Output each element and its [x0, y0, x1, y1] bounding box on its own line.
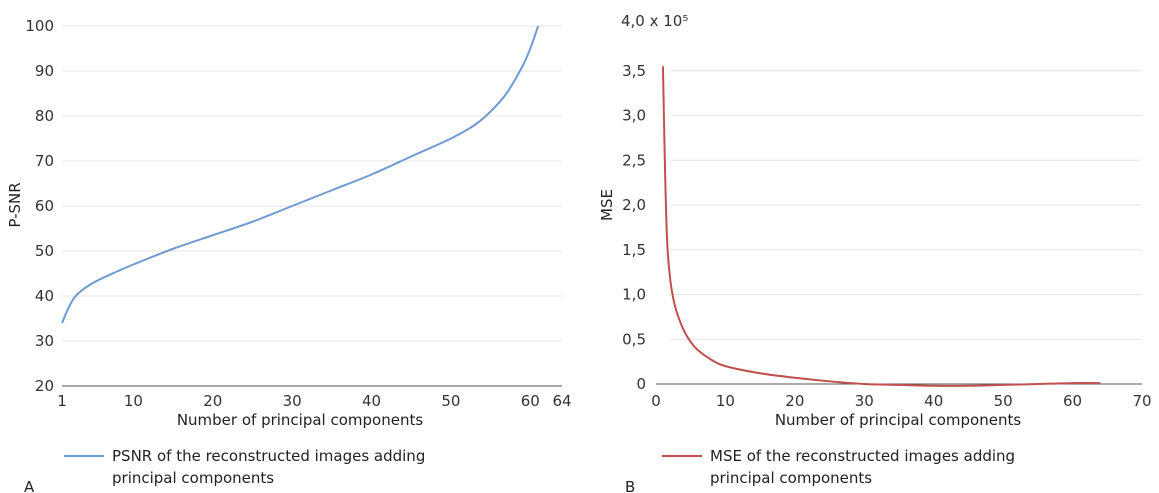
y-tick-label: 30	[35, 332, 54, 350]
x-tick-label: 64	[552, 392, 571, 410]
x-tick-label: 30	[855, 392, 874, 410]
x-axis-label: Number of principal components	[775, 411, 1022, 429]
y-tick-label: 40	[35, 287, 54, 305]
y-axis-label: MSE	[598, 189, 616, 221]
x-axis-label: Number of principal components	[177, 411, 424, 429]
x-tick-label: 20	[203, 392, 222, 410]
x-tick-label: 40	[924, 392, 943, 410]
y-tick-label: 0,5	[622, 330, 646, 348]
y-tick-label: 0	[636, 375, 646, 393]
y-axis-label: P-SNR	[6, 182, 24, 227]
legend-label-psnr: principal components	[112, 469, 274, 487]
y-tick-label: 60	[35, 197, 54, 215]
y-tick-label: 3,5	[622, 62, 646, 80]
y-tick-label: 100	[25, 17, 54, 35]
chart-b: 0 0,5 1,0 1,5 2,0 2,5 3,0 3,5 4,0 x 10⁵ 0 10 20 30 40…	[598, 12, 1152, 493]
x-tick-label: 40	[362, 392, 381, 410]
x-tick-label: 70	[1132, 392, 1151, 410]
panel-label-b: B	[625, 478, 635, 493]
y-tick-label: 2,0	[622, 196, 646, 214]
x-tick-label: 60	[521, 392, 540, 410]
y-tick-label: 50	[35, 242, 54, 260]
x-tick-label: 10	[124, 392, 143, 410]
y-tick-label: 70	[35, 152, 54, 170]
panel-label-a: A	[24, 478, 35, 493]
y-tick-label: 1,5	[622, 241, 646, 259]
x-tick-label: 0	[651, 392, 661, 410]
y-scale-note: 4,0 x 10⁵	[621, 12, 688, 30]
y-tick-label: 20	[35, 377, 54, 395]
series-line-mse	[661, 66, 1101, 387]
x-tick-label: 10	[716, 392, 735, 410]
legend-label-mse: principal components	[710, 469, 872, 487]
x-tick-label: 20	[785, 392, 804, 410]
y-tick-label: 3,0	[622, 107, 646, 125]
x-tick-label: 30	[283, 392, 302, 410]
y-tick-label: 1,0	[622, 286, 646, 304]
y-tick-label: 80	[35, 107, 54, 125]
y-tick-label: 2,5	[622, 151, 646, 169]
y-tick-label: 90	[35, 62, 54, 80]
x-tick-label: 50	[994, 392, 1013, 410]
legend-label-mse: MSE of the reconstructed images adding	[710, 447, 1015, 465]
x-tick-label: 50	[441, 392, 460, 410]
series-line-psnr	[61, 25, 540, 324]
legend-label-psnr: PSNR of the reconstructed images adding	[112, 447, 425, 465]
x-tick-label: 1	[57, 392, 67, 410]
x-tick-label: 60	[1063, 392, 1082, 410]
